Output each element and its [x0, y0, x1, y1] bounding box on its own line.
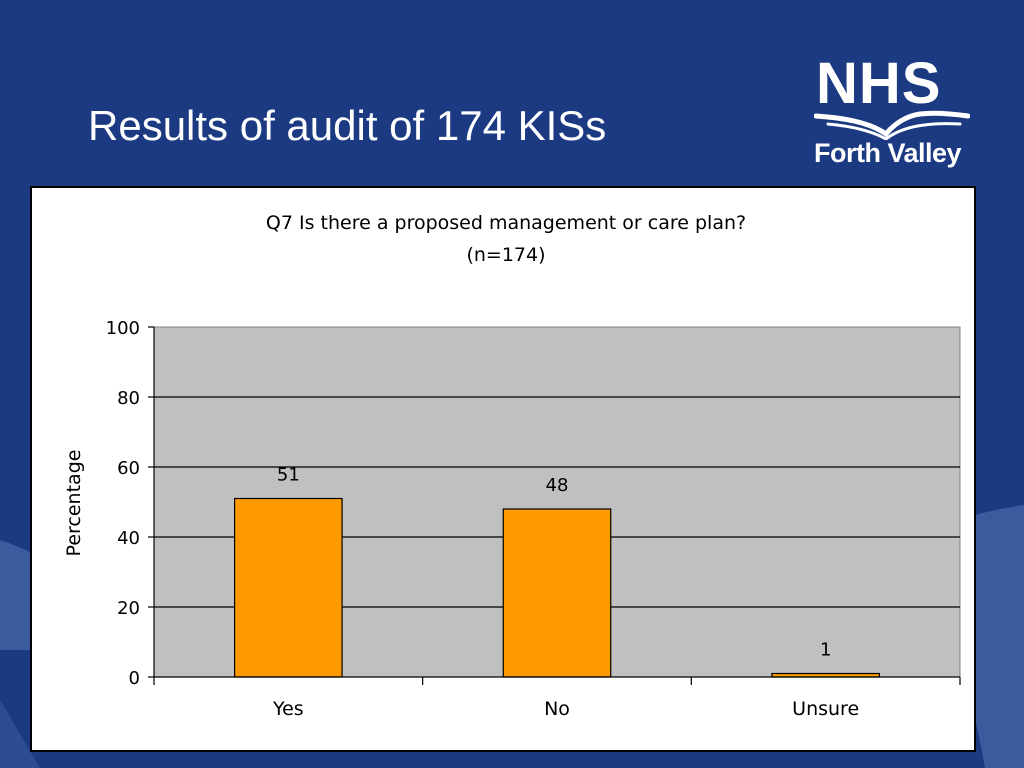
- logo-wave-icon: [814, 110, 970, 140]
- bar-yes: [234, 497, 343, 678]
- y-tick-label: 60: [117, 458, 140, 479]
- bar-chart: Q7 Is there a proposed management or car…: [63, 212, 961, 720]
- data-label: 1: [820, 640, 831, 661]
- y-tick-labels: 0 20 40 60 80 100: [106, 318, 140, 689]
- slide-title: Results of audit of 174 KISs: [88, 102, 607, 149]
- data-label: 48: [546, 475, 569, 496]
- y-axis-label: Percentage: [63, 450, 85, 557]
- data-label: 51: [277, 465, 300, 486]
- nhs-forth-valley-logo: NHS Forth Valley: [810, 52, 970, 178]
- x-tick-labels: Yes No Unsure: [272, 698, 859, 720]
- y-tick-label: 100: [106, 318, 140, 339]
- chart-container: Q7 Is there a proposed management or car…: [30, 186, 976, 752]
- x-tick-label: Unsure: [792, 698, 859, 720]
- logo-nhs-text: NHS: [816, 51, 942, 116]
- x-tick-label: No: [544, 698, 570, 720]
- y-tick-label: 40: [117, 528, 140, 549]
- y-tick-label: 0: [129, 668, 140, 689]
- logo-subtitle: Forth Valley: [814, 138, 962, 168]
- axes: [148, 326, 961, 685]
- data-labels: 51 48 1: [277, 465, 832, 661]
- chart-subtitle: (n=174): [466, 244, 545, 266]
- y-tick-label: 80: [117, 388, 140, 409]
- y-tick-label: 20: [117, 598, 140, 619]
- x-tick-label: Yes: [272, 698, 304, 720]
- chart-title: Q7 Is there a proposed management or car…: [266, 212, 746, 234]
- bar-no: [502, 508, 612, 678]
